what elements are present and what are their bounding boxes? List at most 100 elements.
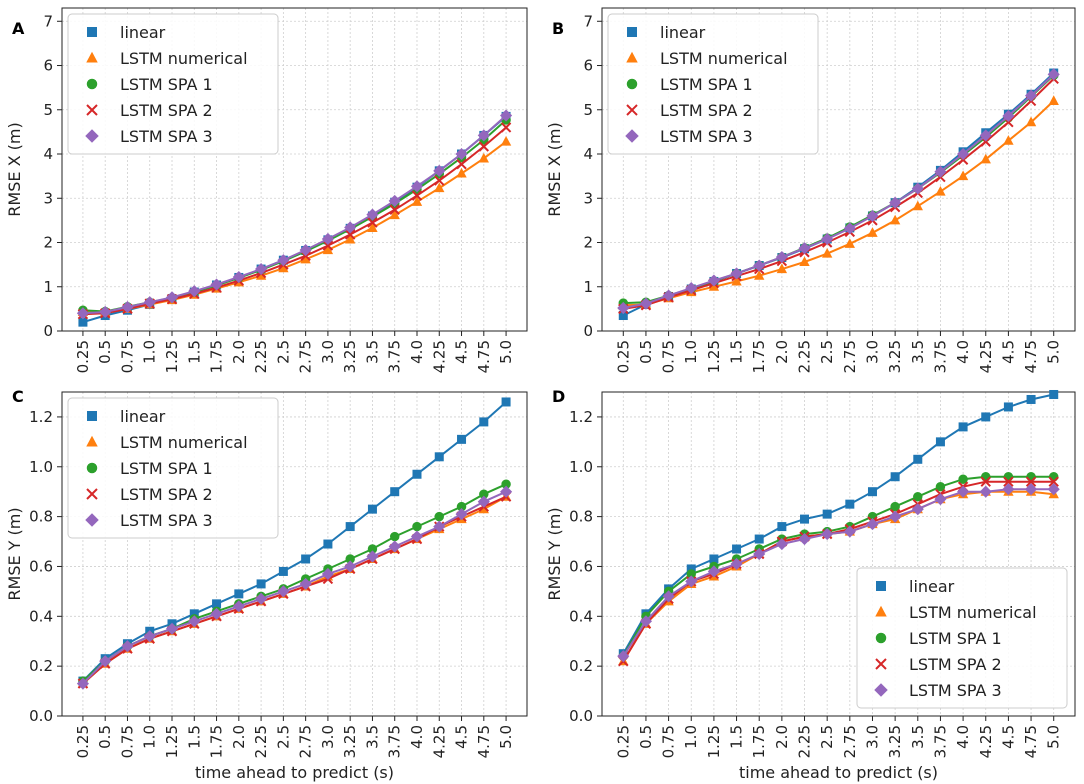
data-point	[367, 222, 378, 232]
data-point	[798, 242, 811, 255]
data-point	[754, 270, 765, 280]
x-tick-label: 2.5	[818, 725, 836, 749]
axes-frame	[601, 7, 1076, 332]
x-tick-label: 4.25	[977, 340, 995, 373]
y-tick-label: 0.0	[29, 707, 53, 725]
legend: linear LSTM numerical LSTM SPA 1 LSTM SPA 2…	[67, 13, 279, 155]
x-tick-label: 1.0	[141, 725, 159, 749]
x-tick-label: 0.5	[637, 340, 655, 364]
x-tick-label: 2.75	[297, 725, 315, 758]
data-point	[500, 122, 512, 133]
data-point	[731, 275, 742, 286]
x-tick-label: 4.75	[1022, 340, 1040, 373]
data-point	[732, 544, 742, 554]
y-axis-title: RMSE X (m)	[5, 122, 24, 216]
data-point	[1047, 483, 1060, 496]
x-tick-label: 1.25	[705, 340, 723, 373]
data-point	[255, 592, 268, 605]
x-tick-label: 1.5	[728, 340, 746, 364]
data-point	[301, 554, 311, 564]
y-tick-label: 0.8	[29, 508, 53, 526]
x-tick-label: 0.25	[614, 340, 632, 373]
x-tick-label: 1.5	[185, 340, 203, 364]
legend: linear LSTM numerical LSTM SPA 1 LSTM SPA 2…	[856, 567, 1068, 709]
data-point	[1048, 95, 1059, 105]
panel-letter: A	[12, 19, 25, 38]
legend-marker	[627, 27, 637, 37]
y-tick-label: 1.0	[29, 458, 53, 476]
data-point	[776, 263, 788, 274]
x-tick-label: 4.0	[408, 725, 426, 749]
data-point	[188, 285, 201, 298]
data-point	[639, 615, 653, 628]
data-point	[1024, 89, 1038, 102]
data-point	[388, 194, 401, 207]
data-point	[411, 190, 423, 201]
legend-marker	[85, 513, 99, 527]
data-point	[478, 503, 489, 514]
data-point	[434, 511, 444, 522]
x-tick-label: 2.25	[252, 340, 270, 373]
data-point	[188, 615, 201, 628]
x-tick-label: 3.75	[386, 725, 404, 758]
x-tick-label: 0.5	[637, 725, 655, 749]
data-point	[912, 200, 923, 211]
x-tick-label: 4.5	[453, 340, 471, 364]
x-tick-label: 3.75	[931, 340, 949, 373]
data-point	[935, 437, 945, 447]
x-tick-label: 4.5	[453, 725, 471, 749]
x-tick-label: 0.5	[96, 340, 114, 364]
data-point	[455, 147, 468, 161]
legend-label: linear	[909, 577, 955, 596]
x-tick-label: 2.25	[252, 725, 270, 758]
data-point	[321, 232, 334, 246]
data-point	[321, 567, 334, 581]
data-point	[412, 469, 422, 479]
legend-label: linear	[120, 407, 166, 426]
data-point	[501, 397, 511, 407]
x-tick-label: 5.0	[1045, 725, 1063, 749]
chart-panel-d: D0.00.20.40.60.81.01.20.25 0.5 0.75 1.0 1.25…	[545, 387, 1076, 782]
data-point	[1025, 476, 1037, 487]
data-point	[500, 485, 513, 498]
data-point	[753, 547, 766, 561]
legend-label: linear	[120, 23, 166, 42]
data-point	[980, 153, 991, 164]
data-point	[390, 487, 400, 497]
data-point	[934, 165, 947, 178]
data-point	[662, 590, 675, 603]
legend-marker	[85, 129, 99, 143]
y-tick-label: 0.4	[569, 607, 593, 625]
data-point	[979, 129, 992, 142]
data-point	[1047, 68, 1060, 81]
x-tick-label: 3.25	[886, 340, 904, 373]
data-point	[911, 503, 924, 516]
data-point	[1003, 472, 1014, 482]
data-point	[165, 622, 179, 635]
data-point	[456, 501, 467, 512]
legend-label: LSTM numerical	[120, 433, 248, 452]
data-point	[367, 504, 377, 514]
data-point	[730, 267, 743, 280]
x-tick-label: 1.0	[682, 340, 700, 364]
y-tick-label: 6	[43, 57, 53, 75]
x-tick-label: 0.25	[614, 725, 632, 758]
x-tick-label: 4.0	[954, 725, 972, 749]
legend-label: LSTM SPA 2	[909, 655, 1002, 674]
data-point	[935, 481, 946, 492]
legend-box	[607, 13, 819, 155]
y-tick-label: 0.8	[569, 508, 593, 526]
data-point	[685, 575, 698, 588]
y-tick-label: 0	[583, 322, 593, 340]
legend-label: LSTM SPA 1	[909, 629, 1002, 648]
data-point	[344, 221, 357, 234]
data-point	[775, 537, 788, 551]
data-point	[76, 677, 89, 690]
legend-marker	[86, 78, 98, 90]
data-point	[1003, 135, 1014, 145]
legend-box	[67, 397, 279, 539]
data-point	[210, 278, 223, 291]
data-point	[99, 305, 112, 319]
y-tick-label: 0.6	[29, 557, 53, 575]
data-point	[890, 472, 900, 482]
